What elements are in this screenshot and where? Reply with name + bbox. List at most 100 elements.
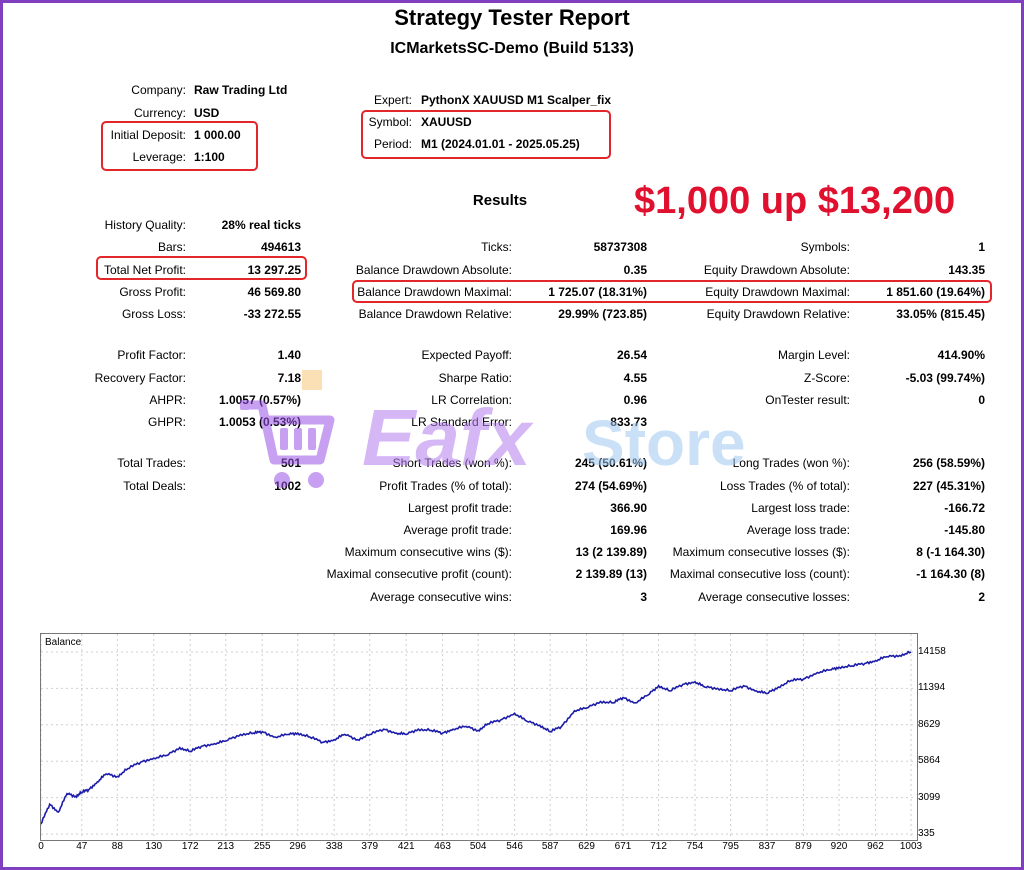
x-tick-label: 671 xyxy=(614,841,632,852)
stat-label: Total Trades: xyxy=(117,456,186,470)
y-tick-label: 8629 xyxy=(918,718,941,730)
highlight-symbol-period xyxy=(361,110,611,159)
stat-label: Average loss trade: xyxy=(746,523,850,537)
account-label: Currency: xyxy=(133,106,186,120)
x-tick-label: 754 xyxy=(686,841,704,852)
x-tick-label: 546 xyxy=(506,841,523,852)
stat-value: 1.0053 (0.53%) xyxy=(218,415,301,429)
stat-value: 1 851.60 (19.64%) xyxy=(886,285,985,299)
stat-value: -166.72 xyxy=(944,501,985,515)
stat-label: Total Net Profit: xyxy=(103,263,186,277)
stat-value: 13 297.25 xyxy=(247,263,301,277)
stat-value: -1 164.30 (8) xyxy=(916,567,985,581)
x-tick-label: 255 xyxy=(253,841,271,852)
highlight-deposit-leverage xyxy=(101,121,258,171)
x-tick-label: 130 xyxy=(145,841,163,852)
stat-label: Sharpe Ratio: xyxy=(438,371,512,385)
stat-label: Symbols: xyxy=(800,240,850,254)
stat-value: 1.40 xyxy=(277,348,301,362)
promo-banner: $1,000 up $13,200 xyxy=(634,180,956,222)
x-tick-label: 172 xyxy=(181,841,199,852)
x-tick-label: 296 xyxy=(289,841,307,852)
account-value: 1 000.00 xyxy=(194,128,241,142)
stat-value: 494613 xyxy=(260,240,301,254)
stat-value: 366.90 xyxy=(610,501,647,515)
account-value: USD xyxy=(194,106,220,120)
account-value: 1:100 xyxy=(194,150,225,164)
stat-label: Ticks: xyxy=(481,240,512,254)
x-tick-label: 379 xyxy=(361,841,379,852)
stat-value: 33.05% (815.45) xyxy=(896,307,985,321)
x-tick-label: 587 xyxy=(541,841,559,852)
stat-label: Equity Drawdown Maximal: xyxy=(705,285,850,299)
stat-value: 1002 xyxy=(274,479,301,493)
stat-value: 0.96 xyxy=(623,393,647,407)
stat-value: 274 (54.69%) xyxy=(574,479,647,493)
setting-value: PythonX XAUUSD M1 Scalper_fix xyxy=(421,93,612,107)
stat-value: 1 xyxy=(978,240,985,254)
setting-label: Symbol: xyxy=(368,115,412,129)
stat-value: 4.55 xyxy=(623,371,647,385)
stat-label: OnTester result: xyxy=(765,393,850,407)
stat-value: 256 (58.59%) xyxy=(912,456,985,470)
account-label: Company: xyxy=(131,83,186,97)
highlight-net-profit xyxy=(96,256,307,280)
stat-label: Maximum consecutive losses ($): xyxy=(672,545,850,559)
results-heading: Results xyxy=(472,192,528,209)
stat-value: 245 (50.61%) xyxy=(574,456,647,470)
report-title: Strategy Tester Report xyxy=(394,5,630,30)
stat-value: 46 569.80 xyxy=(247,285,301,299)
stat-label: History Quality: xyxy=(104,218,186,232)
stat-label: Short Trades (won %): xyxy=(392,456,512,470)
stat-label: Balance Drawdown Maximal: xyxy=(357,285,512,299)
stat-label: Balance Drawdown Absolute: xyxy=(355,263,512,277)
stat-value: 0.35 xyxy=(623,263,647,277)
stat-value: 7.18 xyxy=(277,371,301,385)
setting-value: M1 (2024.01.01 - 2025.05.25) xyxy=(421,137,580,151)
stat-label: LR Standard Error: xyxy=(411,415,512,429)
stat-value: 0 xyxy=(978,393,985,407)
x-tick-label: 421 xyxy=(397,841,415,852)
stat-value: 26.54 xyxy=(616,348,647,362)
stat-label: Maximum consecutive wins ($): xyxy=(344,545,512,559)
balance-chart xyxy=(40,633,918,841)
stat-value: -33 272.55 xyxy=(243,307,301,321)
setting-value: XAUUSD xyxy=(421,115,472,129)
stat-value: 169.96 xyxy=(610,523,647,537)
stat-label: Maximal consecutive loss (count): xyxy=(669,567,850,581)
account-value: Raw Trading Ltd xyxy=(194,83,288,97)
balance-chart-plot xyxy=(41,634,915,838)
y-tick-label: 14158 xyxy=(918,646,946,657)
stat-label: GHPR: xyxy=(147,415,186,429)
stat-label: Margin Level: xyxy=(777,348,850,362)
stat-label: AHPR: xyxy=(149,393,186,407)
stat-value: 1 725.07 (18.31%) xyxy=(548,285,647,299)
stat-label: Equity Drawdown Absolute: xyxy=(703,263,850,277)
stat-label: Balance Drawdown Relative: xyxy=(358,307,512,321)
stat-value: 501 xyxy=(280,456,301,470)
stat-value: 833.73 xyxy=(610,415,647,429)
stat-label: Maximal consecutive profit (count): xyxy=(326,567,512,581)
x-tick-label: 88 xyxy=(111,841,123,852)
stat-label: Gross Loss: xyxy=(121,307,186,321)
stat-value: 2 139.89 (13) xyxy=(575,567,647,581)
stat-value: 13 (2 139.89) xyxy=(575,545,647,559)
x-tick-label: 463 xyxy=(434,841,451,852)
stat-label: Long Trades (won %): xyxy=(732,456,850,470)
chart-title: Balance xyxy=(45,637,82,648)
stat-value: 28% real ticks xyxy=(221,218,301,232)
stat-value: 29.99% (723.85) xyxy=(558,307,647,321)
stat-label: Recovery Factor: xyxy=(94,371,186,385)
stat-value: 3 xyxy=(640,590,647,604)
x-tick-label: 879 xyxy=(795,841,812,852)
y-tick-label: 335 xyxy=(918,828,935,839)
x-tick-label: 629 xyxy=(578,841,595,852)
y-tick-label: 3099 xyxy=(918,791,941,803)
stat-label: Profit Trades (% of total): xyxy=(379,479,512,493)
stat-label: Average consecutive wins: xyxy=(370,590,512,604)
balance-line xyxy=(41,650,912,825)
setting-label: Expert: xyxy=(373,93,412,107)
highlight-drawdown-maximal xyxy=(352,280,992,303)
stat-value: 143.35 xyxy=(948,263,985,277)
stat-label: Gross Profit: xyxy=(119,285,186,299)
